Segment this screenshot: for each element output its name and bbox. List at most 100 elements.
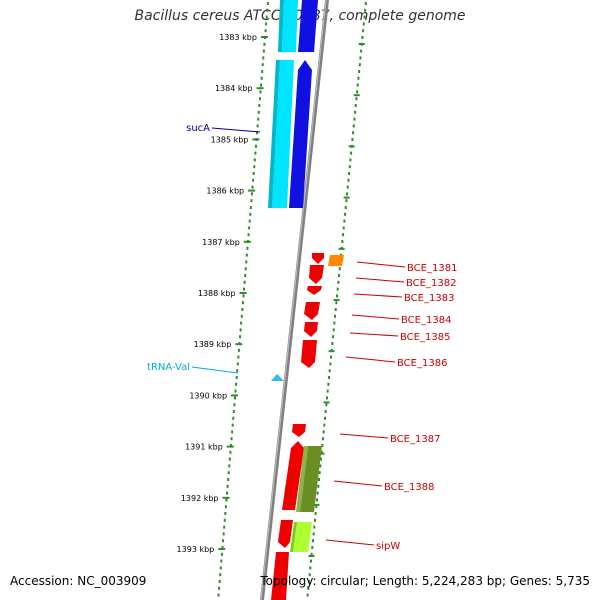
gc-dot	[235, 382, 238, 386]
label-suca[interactable]: sucA	[186, 123, 210, 134]
gc-dot	[348, 165, 351, 169]
gc-dot	[345, 199, 348, 203]
gc-dot	[226, 491, 229, 495]
gc-dot	[254, 144, 257, 148]
feature-red-lower[interactable]	[278, 520, 293, 548]
gc-dot	[262, 49, 265, 53]
label-sipw[interactable]: sipW	[376, 541, 400, 552]
gc-dot	[319, 464, 322, 468]
gc-dot	[265, 15, 268, 19]
feature-olive[interactable]	[300, 446, 322, 512]
gc-dot	[362, 22, 365, 26]
gc-dot	[327, 382, 330, 386]
gc-dot	[352, 131, 355, 135]
gc-dot	[354, 110, 357, 114]
feature-bce-1387[interactable]	[292, 424, 306, 437]
leader-bce-1386	[345, 356, 396, 363]
scale-tick-label: 1388 kbp	[198, 289, 236, 298]
feature-blue-suca[interactable]	[289, 60, 312, 208]
gc-dot	[220, 559, 223, 563]
label-bce-1386[interactable]: BCE_1386	[397, 358, 447, 369]
label-bce-1385[interactable]: BCE_1385	[400, 332, 450, 343]
leader-bce-1384	[351, 314, 400, 320]
gc-dot	[309, 566, 312, 570]
leader-bce-1382	[355, 277, 405, 283]
gc-dot	[228, 464, 231, 468]
gc-dot	[225, 498, 228, 502]
gc-dot	[312, 532, 315, 536]
label-bce-1383[interactable]: BCE_1383	[404, 293, 454, 304]
feature-bce-1381[interactable]	[312, 253, 324, 264]
gc-dot	[235, 376, 238, 379]
gc-dot	[244, 267, 247, 271]
gc-dot	[230, 444, 232, 447]
gc-mark	[358, 43, 365, 45]
scale-tick-label: 1392 kbp	[181, 494, 219, 503]
feature-orange[interactable]	[328, 255, 344, 266]
feature-bce-1388[interactable]	[282, 441, 304, 510]
feature-cyan-suca[interactable]	[272, 60, 294, 208]
gc-dot	[259, 90, 262, 94]
gc-dot	[313, 525, 316, 529]
gc-dot	[333, 321, 336, 325]
feature-bce-1383[interactable]	[307, 286, 322, 295]
feature-sipw[interactable]	[293, 522, 312, 552]
gc-dot	[315, 498, 318, 502]
feature-blue-top[interactable]	[298, 0, 318, 52]
feature-red-bottom[interactable]	[271, 552, 289, 600]
gc-dot	[358, 70, 361, 73]
gc-dot	[260, 83, 263, 87]
label-bce-1384[interactable]: BCE_1384	[401, 315, 451, 326]
gc-dot	[326, 389, 329, 393]
gc-dot	[223, 518, 226, 522]
scale-tick-label: 1384 kbp	[215, 84, 253, 93]
gc-dot	[242, 294, 245, 298]
gc-dot	[245, 253, 248, 257]
label-bce-1381[interactable]: BCE_1381	[407, 263, 457, 274]
gc-dot	[321, 444, 324, 447]
label-bce-1387[interactable]: BCE_1387	[390, 434, 440, 445]
label-bce-1382[interactable]: BCE_1382	[406, 278, 456, 289]
gc-dot	[363, 15, 366, 19]
gc-dot	[233, 403, 236, 407]
feature-bce-1386[interactable]	[301, 340, 317, 368]
scale-tick-label: 1383 kbp	[219, 33, 257, 42]
feature-bce-1385[interactable]	[304, 322, 318, 337]
gc-dot	[334, 314, 337, 318]
gc-dot	[227, 471, 230, 475]
feature-trna-val[interactable]	[271, 374, 284, 381]
feature-cyan-top[interactable]	[282, 0, 298, 52]
gc-mark	[333, 299, 340, 301]
gc-dot	[358, 63, 361, 67]
gc-dot	[222, 539, 225, 543]
gc-dot	[264, 29, 267, 33]
leader-bce-1383	[353, 293, 403, 298]
backbone-highlight	[260, 0, 327, 600]
label-trna-val[interactable]: tRNA-Val	[147, 362, 190, 373]
gc-dot	[320, 457, 323, 461]
gc-dot	[326, 396, 329, 400]
gc-dot	[332, 335, 335, 339]
gc-dot	[338, 267, 341, 271]
feature-bce-1384[interactable]	[304, 302, 320, 320]
gc-dot	[220, 552, 223, 556]
gc-dot	[245, 260, 248, 264]
gc-dot	[261, 63, 264, 67]
label-bce-1388[interactable]: BCE_1388	[384, 482, 434, 493]
gc-mark	[323, 401, 330, 404]
gc-mark	[308, 555, 315, 557]
feature-bce-1382[interactable]	[309, 265, 324, 284]
gc-dot	[351, 138, 354, 141]
gc-dot	[342, 233, 345, 237]
gc-dot	[307, 580, 310, 583]
genome-summary-text: Topology: circular; Length: 5,224,283 bp…	[260, 574, 590, 588]
gc-dot	[239, 328, 242, 332]
gc-dot	[218, 586, 221, 590]
gc-dot	[360, 49, 363, 53]
gc-dot	[223, 525, 226, 529]
gc-dot	[246, 246, 249, 250]
gc-dot	[226, 484, 229, 488]
gc-dot	[317, 484, 320, 488]
scale-tick-label: 1390 kbp	[189, 391, 227, 400]
gc-dot	[263, 42, 266, 46]
